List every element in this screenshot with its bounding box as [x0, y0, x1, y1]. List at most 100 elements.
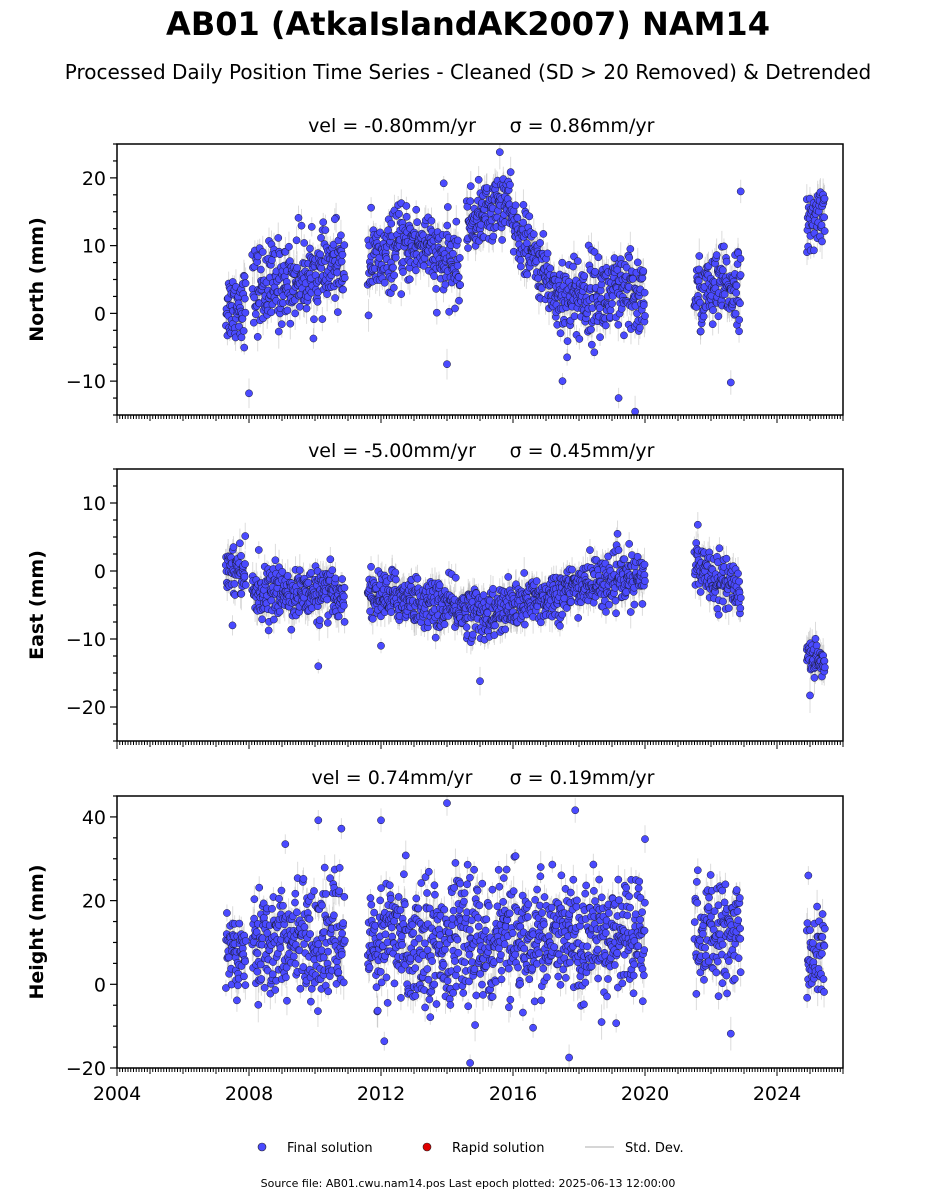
y-tick-label: −10: [66, 371, 106, 393]
data-point: [279, 299, 287, 307]
data-point: [237, 590, 246, 598]
data-point: [520, 569, 529, 577]
data-point: [286, 319, 295, 328]
data-point: [735, 327, 743, 336]
data-point: [614, 394, 623, 402]
data-point: [641, 312, 649, 320]
data-point: [506, 168, 515, 176]
data-point: [413, 574, 422, 583]
data-point: [241, 294, 249, 303]
data-point: [818, 237, 826, 246]
data-point: [439, 179, 448, 188]
data-point: [504, 573, 513, 581]
data-point: [245, 389, 253, 398]
data-point: [732, 289, 740, 297]
figure-title: AB01 (AtkaIslandAK2007) NAM14: [166, 5, 770, 43]
data-point: [287, 625, 296, 634]
data-point: [389, 283, 398, 292]
data-point: [368, 614, 377, 623]
data-point: [443, 203, 452, 211]
data-point: [491, 621, 499, 630]
data-point: [257, 265, 265, 274]
data-point: [513, 214, 522, 222]
data-point: [620, 331, 628, 340]
data-point: [445, 307, 453, 316]
series-final: [222, 144, 829, 415]
data-point: [466, 197, 475, 205]
data-point: [595, 304, 604, 312]
data-point: [558, 258, 567, 267]
data-point: [523, 270, 532, 279]
data-point: [397, 290, 406, 298]
data-point: [820, 227, 829, 235]
data-point: [317, 233, 325, 242]
data-point: [236, 539, 244, 548]
data-point: [338, 575, 346, 583]
data-point: [302, 304, 311, 313]
data-point: [479, 591, 488, 599]
data-point: [291, 309, 300, 318]
data-point: [456, 280, 465, 289]
data-point: [820, 194, 829, 203]
data-point: [300, 239, 309, 247]
data-point: [391, 253, 400, 262]
data-point: [310, 315, 318, 324]
data-point: [722, 257, 731, 266]
data-point: [443, 221, 452, 230]
data-point: [736, 187, 745, 196]
data-point: [309, 334, 318, 343]
data-point: [590, 348, 599, 357]
data-point: [392, 575, 400, 584]
data-point: [440, 620, 449, 629]
data-point: [708, 320, 717, 329]
data-point: [699, 312, 708, 321]
data-point: [340, 592, 348, 601]
data-point: [292, 236, 301, 245]
data-point: [254, 252, 262, 261]
data-point: [364, 311, 373, 320]
data-point: [366, 607, 374, 616]
data-point: [241, 560, 249, 568]
panel-north: vel = -0.80mm/yr σ = 0.86mm/yr North (mm) −…: [26, 115, 844, 423]
data-point: [427, 216, 436, 225]
data-point: [432, 308, 441, 317]
data-point: [387, 219, 396, 228]
data-point: [454, 236, 462, 245]
data-point: [240, 343, 249, 352]
y-tick-label: 20: [82, 168, 106, 190]
data-point: [511, 201, 520, 210]
data-point: [318, 315, 327, 323]
data-point: [543, 249, 552, 258]
data-point: [239, 327, 248, 335]
data-point: [271, 556, 280, 565]
data-point: [714, 312, 723, 321]
data-point: [420, 262, 428, 270]
data-point: [331, 574, 340, 583]
data-point: [304, 578, 313, 587]
panel-title-vel: vel = -0.80mm/yr: [308, 115, 476, 137]
data-point: [340, 618, 349, 626]
data-point: [489, 585, 497, 593]
data-point: [573, 257, 582, 265]
data-point: [570, 312, 579, 321]
data-point: [539, 230, 548, 238]
data-point: [315, 616, 324, 624]
data-point: [323, 290, 331, 298]
data-point: [546, 264, 555, 273]
data-point: [709, 306, 717, 315]
data-point: [295, 302, 304, 311]
data-point: [258, 615, 266, 624]
data-point: [321, 226, 330, 234]
data-point: [720, 290, 729, 299]
data-point: [558, 377, 567, 385]
data-point: [391, 568, 400, 577]
data-point: [285, 242, 293, 251]
data-point: [390, 271, 399, 280]
data-point: [466, 182, 475, 191]
panel-title-sigma: σ = 0.86mm/yr: [510, 115, 655, 137]
data-point: [275, 607, 284, 616]
data-point: [431, 633, 440, 642]
data-point: [402, 212, 411, 221]
data-point: [331, 294, 339, 302]
